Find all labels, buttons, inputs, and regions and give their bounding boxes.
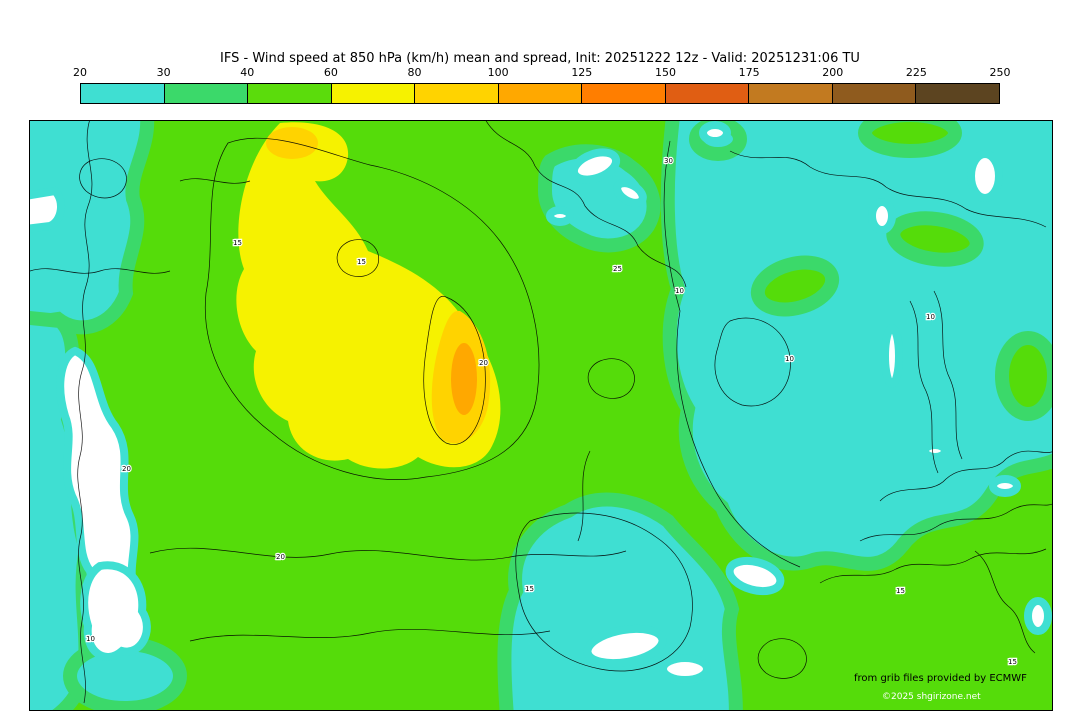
contour-line bbox=[485, 121, 687, 288]
colorbar-tick: 30 bbox=[156, 66, 171, 79]
wind-region-white-se-3 bbox=[1024, 597, 1052, 635]
wind-region-white-south-3 bbox=[725, 556, 785, 596]
colorbar-segment bbox=[414, 84, 498, 103]
wind-region-green-island-2 bbox=[886, 211, 984, 267]
colorbar-segment bbox=[81, 84, 164, 103]
contour-line bbox=[189, 628, 551, 642]
colorbar-ticks: 20 30 40 60 80 100 125 150 175 200 225 250 bbox=[73, 66, 1011, 80]
contour-lines bbox=[30, 121, 1052, 704]
wind-region-green-island-1 bbox=[750, 255, 840, 317]
colorbar-segment bbox=[831, 84, 916, 103]
contour-line bbox=[933, 290, 963, 460]
contour-label: 15 bbox=[1008, 658, 1017, 666]
wind-speed-map-svg: 15 20 25 30 10 15 20 15 10 10 15 20 10 1… bbox=[30, 121, 1052, 710]
contour-line bbox=[30, 268, 171, 274]
contour-line bbox=[859, 503, 1052, 542]
wind-region-white-baltic-2 bbox=[613, 179, 647, 207]
colorbar-tick: 225 bbox=[905, 66, 927, 79]
contour-label: 10 bbox=[675, 287, 684, 295]
colorbar-tick: 60 bbox=[323, 66, 338, 79]
colorbar-segment bbox=[163, 84, 248, 103]
contour-line bbox=[577, 450, 591, 542]
contour-label: 15 bbox=[896, 587, 905, 595]
colorbar-tick: 80 bbox=[407, 66, 422, 79]
contour-line bbox=[77, 121, 93, 704]
wind-region-white-top bbox=[699, 121, 731, 145]
wind-region-cyan-top-left bbox=[30, 121, 155, 335]
wind-region-white-east-1 bbox=[868, 198, 896, 234]
wind-region-white-top-left bbox=[30, 186, 65, 233]
contour-line bbox=[587, 358, 635, 399]
wind-region-white-se-1 bbox=[921, 441, 949, 461]
page-title: IFS - Wind speed at 850 hPa (km/h) mean … bbox=[220, 51, 860, 66]
wind-region-green-island-3 bbox=[995, 331, 1052, 421]
contour-line bbox=[79, 158, 127, 199]
colorbar-tick: 200 bbox=[822, 66, 844, 79]
contour-label: 15 bbox=[233, 239, 242, 247]
contour-line bbox=[819, 548, 1047, 584]
colorbar-segment bbox=[497, 84, 582, 103]
wind-region-white-east-2 bbox=[881, 324, 903, 388]
credit-ecmwf: from grib files provided by ECMWF bbox=[854, 673, 1027, 684]
colorbar-segment bbox=[664, 84, 749, 103]
contour-label: 15 bbox=[525, 585, 534, 593]
weather-map: 15 20 25 30 10 15 20 15 10 10 15 20 10 1… bbox=[29, 120, 1053, 711]
contour-label: 20 bbox=[122, 465, 131, 473]
colorbar-segment bbox=[748, 84, 832, 103]
contour-label: 25 bbox=[613, 265, 622, 273]
colorbar bbox=[80, 83, 1000, 104]
contour-line bbox=[515, 512, 693, 672]
contour-label: 10 bbox=[926, 313, 935, 321]
contour-line bbox=[757, 638, 807, 679]
contour-line bbox=[729, 150, 1047, 228]
wind-region-white-south-1 bbox=[583, 624, 667, 668]
colorbar-tick: 100 bbox=[487, 66, 509, 79]
contour-line bbox=[149, 547, 627, 561]
colorbar-tick: 150 bbox=[654, 66, 676, 79]
wind-region-gold-north bbox=[266, 127, 318, 159]
colorbar-tick: 250 bbox=[989, 66, 1011, 79]
contour-label: 20 bbox=[479, 359, 488, 367]
wind-region-white-left-low bbox=[80, 561, 151, 661]
contour-label: 20 bbox=[276, 553, 285, 561]
colorbar-segment bbox=[915, 84, 1000, 103]
contour-labels: 15 20 25 30 10 15 20 15 10 10 15 20 10 1… bbox=[85, 156, 1018, 667]
credit-site: ©2025 shgirizone.net bbox=[882, 692, 981, 702]
contour-line bbox=[909, 300, 939, 474]
wind-region-white-east-3 bbox=[967, 150, 1003, 202]
contour-line bbox=[336, 239, 380, 277]
colorbar-tick: 125 bbox=[571, 66, 593, 79]
colorbar-segment bbox=[581, 84, 665, 103]
wind-region-white-se-2 bbox=[989, 475, 1021, 497]
contour-line bbox=[879, 450, 1052, 502]
wind-region-white-south-2 bbox=[659, 654, 711, 684]
wind-region-green-island-4 bbox=[858, 121, 962, 158]
contour-label: 10 bbox=[785, 355, 794, 363]
contour-label: 10 bbox=[86, 635, 95, 643]
contour-line bbox=[204, 137, 540, 480]
wind-region-white-baltic-3 bbox=[546, 206, 574, 226]
contour-label: 30 bbox=[664, 157, 673, 165]
colorbar-segment bbox=[247, 84, 331, 103]
colorbar-tick: 40 bbox=[240, 66, 255, 79]
contour-line bbox=[179, 178, 251, 184]
colorbar-tick: 20 bbox=[73, 66, 87, 79]
wind-region-orange-core bbox=[451, 343, 477, 415]
contour-label: 15 bbox=[357, 258, 366, 266]
contour-line bbox=[423, 295, 486, 445]
wind-region-white-baltic-1 bbox=[569, 148, 621, 184]
colorbar-segment bbox=[330, 84, 415, 103]
colorbar-tick: 175 bbox=[738, 66, 760, 79]
contour-line bbox=[663, 140, 801, 568]
contour-line bbox=[974, 550, 1036, 654]
contour-line bbox=[714, 317, 791, 407]
